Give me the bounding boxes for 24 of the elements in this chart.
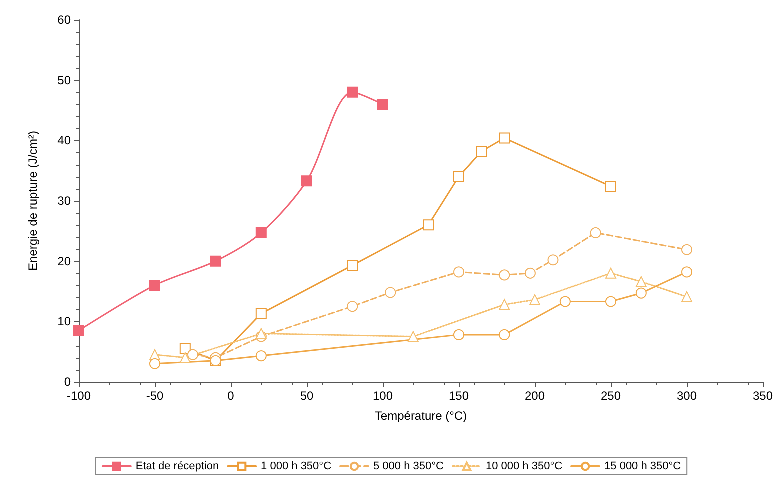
x-tick-label: 50: [300, 389, 314, 403]
x-tick-label: -100: [66, 389, 92, 403]
y-tick-label: 10: [58, 314, 72, 329]
x-tick-label: 250: [600, 389, 622, 403]
x-tick-label: 0: [228, 389, 235, 403]
legend-label: Etat de réception: [136, 460, 220, 472]
legend-label: 10 000 h 350°C: [486, 460, 563, 472]
x-tick-label: -50: [146, 389, 164, 403]
y-tick-label: 60: [58, 13, 72, 27]
x-tick-label: 100: [372, 389, 394, 403]
x-tick-label: 200: [524, 389, 546, 403]
legend-label: 1 000 h 350°C: [261, 460, 332, 472]
y-tick-label: 40: [58, 134, 72, 148]
x-tick-label: 300: [676, 389, 698, 403]
y-tick-label: 50: [58, 73, 72, 88]
legend-label: 5 000 h 350°C: [374, 460, 444, 472]
y-tick-label: 30: [58, 194, 72, 208]
x-tick-label: 350: [752, 389, 774, 403]
x-tick-label: 150: [448, 389, 470, 403]
x-axis-title: Température (°C): [374, 409, 468, 423]
legend-label: 15 000 h 350°C: [604, 460, 682, 472]
y-axis-title: Energie de rupture (J/cm²): [26, 130, 40, 272]
y-tick-label: 0: [64, 375, 72, 389]
y-tick-label: 20: [58, 254, 72, 268]
